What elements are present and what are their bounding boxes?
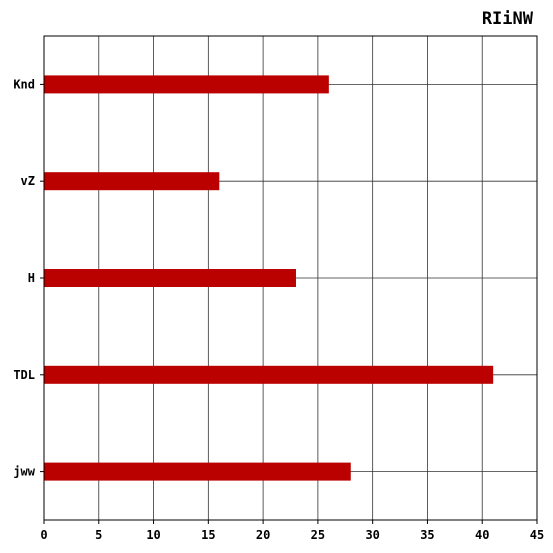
y-category-label: H	[28, 271, 35, 285]
x-tick-label: 0	[40, 528, 47, 542]
chart-title: RIiNW	[482, 9, 534, 29]
bar-vz	[44, 172, 220, 191]
x-tick-label: 40	[475, 528, 489, 542]
x-tick-label: 10	[146, 528, 160, 542]
x-tick-label: 20	[256, 528, 270, 542]
y-axis-labels: Knd vZ H TDL jww	[13, 77, 44, 479]
x-tick-label: 15	[201, 528, 215, 542]
y-category-label: Knd	[13, 77, 35, 91]
x-tick-label: 30	[365, 528, 379, 542]
x-tick-label: 35	[420, 528, 434, 542]
x-tick-label: 5	[95, 528, 102, 542]
y-category-label: TDL	[13, 368, 35, 382]
x-tick-label: 45	[530, 528, 544, 542]
bar-tdl	[44, 365, 494, 384]
bars	[44, 75, 494, 481]
bar-knd	[44, 75, 329, 94]
y-category-label: jww	[13, 465, 35, 479]
x-tick-label: 25	[311, 528, 325, 542]
bar-jww	[44, 462, 351, 481]
bar-h	[44, 269, 296, 287]
x-axis-ticks: 0 5 10 15 20 25 30 35 40 45	[40, 520, 544, 542]
y-category-label: vZ	[21, 174, 35, 188]
